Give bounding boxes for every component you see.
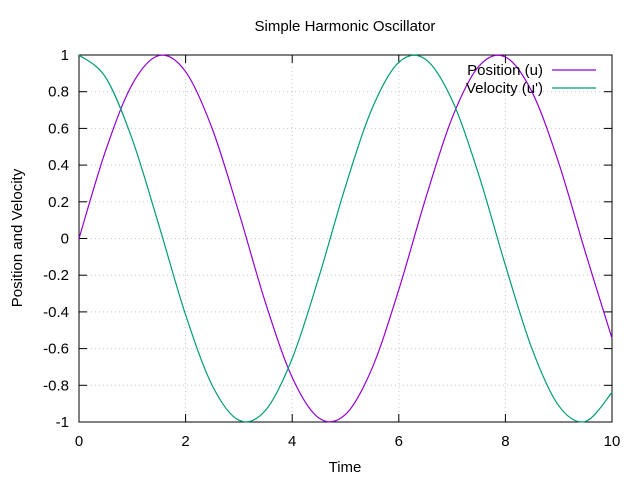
- y-tick-label: 1: [61, 47, 69, 64]
- axis-ticks: 0 2 4 6 8 10 -1 -0.8 -0.6 -0.4 -0.2 0 0.2 0.4 0.6 0.8 1: [43, 47, 620, 450]
- y-tick-label: 0.8: [48, 84, 69, 101]
- legend-label-2: Velocity (u'): [466, 80, 543, 97]
- legend: Position (u)Velocity (u'): [466, 62, 596, 97]
- y-tick-label: 0.6: [48, 120, 69, 137]
- x-tick-label: 10: [604, 433, 621, 450]
- x-tick-label: 2: [181, 433, 189, 450]
- y-axis-label: Position and Velocity: [9, 168, 26, 307]
- y-tick-label: -0.2: [43, 267, 69, 284]
- x-axis-label: Time: [329, 459, 362, 476]
- series-line-1: [78, 54, 613, 423]
- chart-title: Simple Harmonic Oscillator: [255, 18, 436, 35]
- y-tick-label: -1: [56, 414, 69, 431]
- x-tick-label: 6: [395, 433, 403, 450]
- x-tick-label: 0: [75, 433, 83, 450]
- y-tick-label: 0.4: [48, 157, 69, 174]
- y-tick-label: 0.2: [48, 194, 69, 211]
- x-tick-label: 8: [501, 433, 509, 450]
- y-tick-label: -0.4: [43, 304, 69, 321]
- y-tick-label: -0.6: [43, 341, 69, 358]
- series-line-2: [78, 54, 613, 423]
- y-tick-label: -0.8: [43, 377, 69, 394]
- legend-label-1: Position (u): [467, 62, 543, 79]
- plot-frame: [78, 54, 613, 423]
- x-tick-label: 4: [288, 433, 296, 450]
- series-group: [78, 54, 613, 423]
- grid: [79, 55, 612, 422]
- y-tick-label: 0: [61, 231, 69, 248]
